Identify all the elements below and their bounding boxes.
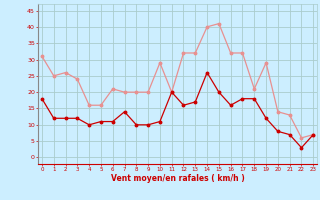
X-axis label: Vent moyen/en rafales ( km/h ): Vent moyen/en rafales ( km/h ) bbox=[111, 174, 244, 183]
